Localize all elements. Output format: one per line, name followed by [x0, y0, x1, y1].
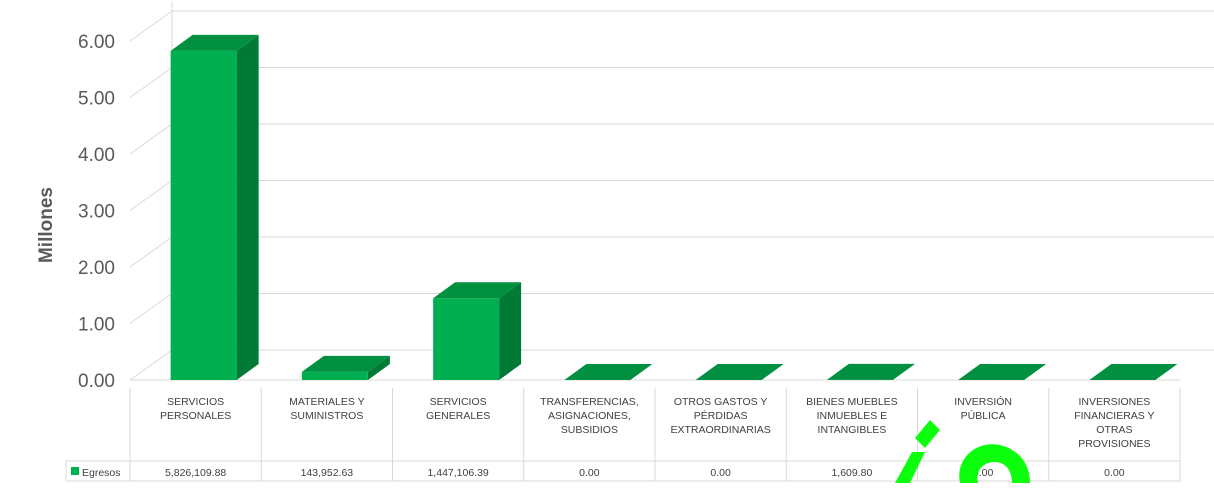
bar-top — [958, 364, 1046, 380]
gridline-depth — [130, 11, 172, 41]
y-axis-label: Millones — [36, 187, 57, 263]
bar — [958, 364, 1046, 380]
y-tick-label: 6.00 — [78, 32, 115, 53]
data-cell: 1,609.80 — [831, 467, 872, 479]
y-tick-label: 3.00 — [78, 202, 115, 223]
bar-front — [433, 298, 499, 380]
watermark — [895, 420, 1030, 483]
y-tick-label: 4.00 — [78, 145, 115, 166]
bar-top — [827, 364, 915, 380]
bar — [1089, 364, 1177, 380]
legend-label: Egresos — [82, 467, 121, 479]
bar — [302, 356, 390, 380]
data-cell: 0.00 — [1104, 467, 1125, 479]
bar — [433, 282, 521, 380]
category-label: TRANSFERENCIAS,ASIGNACIONES,SUBSIDIOS — [540, 396, 639, 436]
legend-swatch — [71, 467, 79, 475]
bar-top — [564, 364, 652, 380]
bar — [564, 364, 652, 380]
y-tick-label: 5.00 — [78, 89, 115, 110]
gridline-depth — [130, 237, 172, 267]
data-cell: 0.00 — [579, 467, 600, 479]
data-cell: 1,447,106.39 — [427, 467, 488, 479]
bar — [171, 35, 259, 380]
bar-top — [696, 364, 784, 380]
gridline-depth — [130, 350, 172, 380]
gridline-depth — [130, 68, 172, 98]
watermark-shape — [959, 444, 1030, 483]
data-cell: 5,826,109.88 — [165, 467, 226, 479]
y-tick-label: 1.00 — [78, 315, 115, 336]
bar — [696, 364, 784, 380]
gridline-depth — [130, 294, 172, 324]
gridline-depth — [130, 124, 172, 154]
data-cell: 143,952.63 — [301, 467, 354, 479]
bar — [827, 364, 915, 380]
gridline-depth — [130, 181, 172, 211]
y-tick-label: 0.00 — [78, 371, 115, 392]
y-tick-label: 2.00 — [78, 258, 115, 279]
grid-layer — [130, 1, 1214, 380]
data-cell: 0.00 — [710, 467, 731, 479]
bar-top — [1089, 364, 1177, 380]
bar-front — [171, 51, 237, 380]
bar-side — [499, 282, 521, 380]
bar-side — [237, 35, 259, 380]
bar-front — [302, 372, 368, 380]
